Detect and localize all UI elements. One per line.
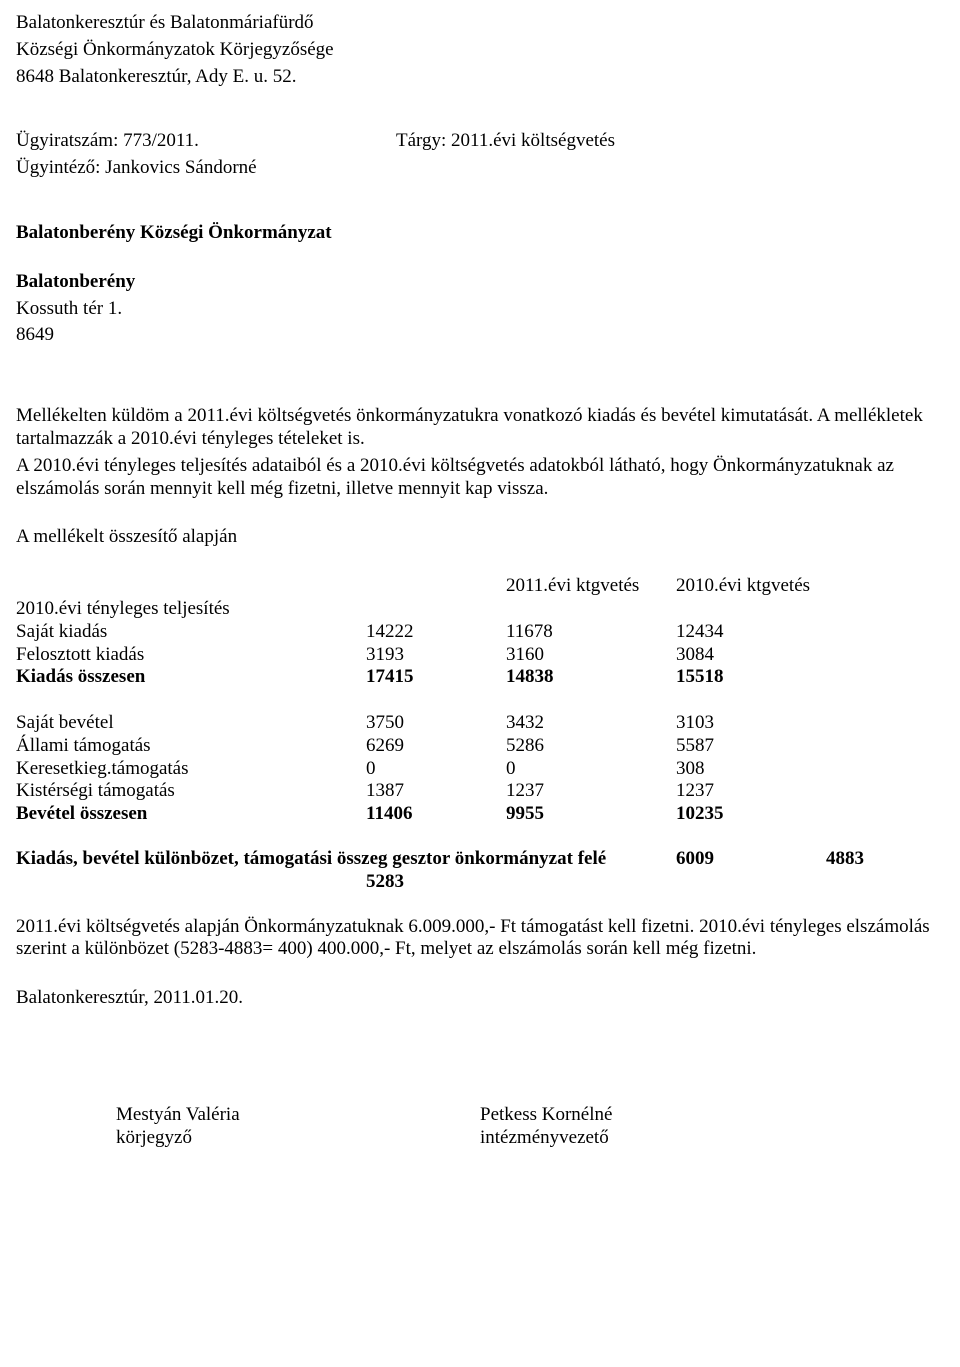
difference-2010a: 5283 <box>16 871 676 894</box>
row-label: Kistérségi támogatás <box>16 780 366 803</box>
row-val-b: 11678 <box>506 621 676 644</box>
row-val-c: 3103 <box>676 712 944 735</box>
case-number: Ügyiratszám: 773/2011. <box>16 130 396 153</box>
row-label: Kiadás összesen <box>16 666 366 689</box>
row-label: Keresetkieg.támogatás <box>16 758 366 781</box>
difference-2011: 6009 <box>676 848 826 871</box>
row-val-c: 15518 <box>676 666 944 689</box>
letterhead-line: Balatonkeresztúr és Balatonmáriafürdő <box>16 12 944 35</box>
row-val-a: 17415 <box>366 666 506 689</box>
table-row: Felosztott kiadás319331603084 <box>16 644 944 667</box>
body-paragraph: Mellékelten küldöm a 2011.évi költségvet… <box>16 405 944 451</box>
table-subheader-row: 2010.évi tényleges teljesítés <box>16 598 944 621</box>
row-val-a: 11406 <box>366 803 506 826</box>
row-val-a: 3750 <box>366 712 506 735</box>
document-page: Balatonkeresztúr és Balatonmáriafürdő Kö… <box>0 0 960 1367</box>
row-val-a: 14222 <box>366 621 506 644</box>
row-val-b: 3160 <box>506 644 676 667</box>
row-val-a: 0 <box>366 758 506 781</box>
row-val-b: 14838 <box>506 666 676 689</box>
row-val-b: 0 <box>506 758 676 781</box>
clerk: Ügyintéző: Jankovics Sándorné <box>16 157 396 180</box>
addressee-line: Balatonberény <box>16 271 944 294</box>
row-val-b: 3432 <box>506 712 676 735</box>
footer-date: Balatonkeresztúr, 2011.01.20. <box>16 987 944 1010</box>
signature-name: Petkess Kornélné <box>480 1104 844 1127</box>
body-paragraph: A mellékelt összesítő alapján <box>16 526 944 549</box>
difference-row: Kiadás, bevétel különbözet, támogatási ö… <box>16 848 944 894</box>
row-label: Felosztott kiadás <box>16 644 366 667</box>
subject: Tárgy: 2011.évi költségvetés <box>396 130 944 153</box>
addressee-line: 8649 <box>16 324 944 347</box>
row-label: Saját bevétel <box>16 712 366 735</box>
row-label: Állami támogatás <box>16 735 366 758</box>
footer-paragraph: 2011.évi költségvetés alapján Önkormányz… <box>16 916 944 962</box>
letterhead-line: Községi Önkormányzatok Körjegyzősége <box>16 39 944 62</box>
row-label: Bevétel összesen <box>16 803 366 826</box>
letterhead-line: 8648 Balatonkeresztúr, Ady E. u. 52. <box>16 66 944 89</box>
table-row: Keresetkieg.támogatás00308 <box>16 758 944 781</box>
table-row: Kistérségi támogatás138712371237 <box>16 780 944 803</box>
signature-title: intézményvezető <box>480 1127 844 1150</box>
signature-block: Mestyán Valéria körjegyző Petkess Kornél… <box>16 1104 944 1150</box>
signature-title: körjegyző <box>116 1127 480 1150</box>
row-val-a: 6269 <box>366 735 506 758</box>
table-row: Kiadás összesen174151483815518 <box>16 666 944 689</box>
row-val-a: 1387 <box>366 780 506 803</box>
col-header: 2011.évi ktgvetés <box>506 575 676 598</box>
table-row: Állami támogatás626952865587 <box>16 735 944 758</box>
row-val-c: 10235 <box>676 803 944 826</box>
row-val-c: 5587 <box>676 735 944 758</box>
row-val-b: 1237 <box>506 780 676 803</box>
addressee-line: Kossuth tér 1. <box>16 298 944 321</box>
body-paragraph: A 2010.évi tényleges teljesítés adataibó… <box>16 455 944 501</box>
table-header-row: 2011.évi ktgvetés 2010.évi ktgvetés <box>16 575 944 598</box>
row-val-c: 12434 <box>676 621 944 644</box>
table-row: Bevétel összesen11406995510235 <box>16 803 944 826</box>
row-val-b: 5286 <box>506 735 676 758</box>
row-val-a: 3193 <box>366 644 506 667</box>
subheader-label: 2010.évi tényleges teljesítés <box>16 598 944 621</box>
row-val-c: 308 <box>676 758 944 781</box>
row-val-b: 9955 <box>506 803 676 826</box>
table-row: Saját kiadás142221167812434 <box>16 621 944 644</box>
table-row: Saját bevétel375034323103 <box>16 712 944 735</box>
row-val-c: 1237 <box>676 780 944 803</box>
signature-name: Mestyán Valéria <box>116 1104 480 1127</box>
letterhead: Balatonkeresztúr és Balatonmáriafürdő Kö… <box>16 12 944 88</box>
difference-label: Kiadás, bevétel különbözet, támogatási ö… <box>16 848 606 869</box>
addressee-block: Balatonberény Községi Önkormányzat Balat… <box>16 222 944 347</box>
difference-2010b: 4883 <box>826 848 944 871</box>
budget-table: 2011.évi ktgvetés 2010.évi ktgvetés 2010… <box>16 575 944 826</box>
row-label: Saját kiadás <box>16 621 366 644</box>
addressee-line: Balatonberény Községi Önkormányzat <box>16 222 944 245</box>
reference-block: Ügyiratszám: 773/2011. Ügyintéző: Jankov… <box>16 130 944 184</box>
row-val-c: 3084 <box>676 644 944 667</box>
col-header: 2010.évi ktgvetés <box>676 575 944 598</box>
